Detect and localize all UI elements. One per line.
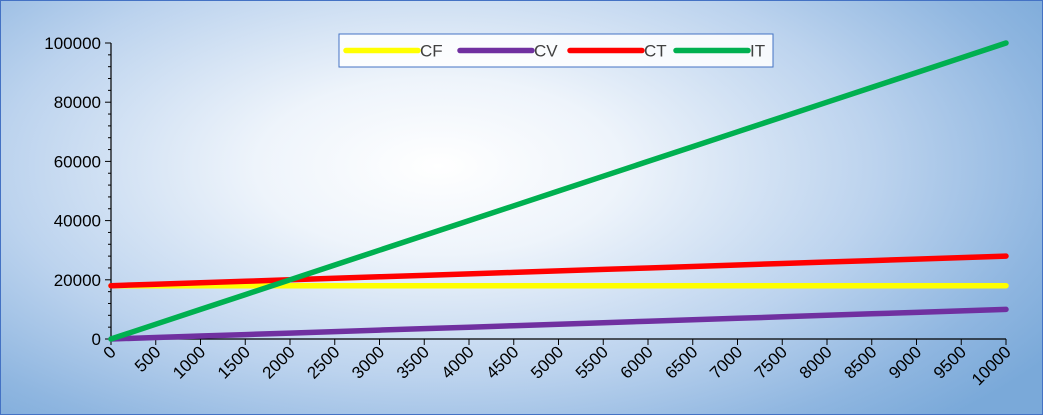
x-tick-label: 5500 [572, 342, 612, 382]
x-tick-label: 9000 [885, 342, 925, 382]
legend-label-cf: CF [420, 42, 443, 61]
legend: CF CV CT IT [338, 33, 774, 68]
x-tick-label: 1500 [214, 342, 254, 382]
x-tick-label: 5000 [527, 342, 567, 382]
x-tick-label: 7000 [706, 342, 746, 382]
y-tick-label: 40000 [54, 212, 101, 231]
legend-label-ct: CT [644, 42, 667, 61]
x-tick-label: 8500 [840, 342, 880, 382]
x-tick-label: 6500 [661, 342, 701, 382]
x-tick-label: 6000 [617, 342, 657, 382]
x-tick-label: 2000 [259, 342, 299, 382]
y-axis: 0 20000 40000 60000 80000 100000 [44, 34, 112, 349]
series-lines [108, 40, 1009, 342]
legend-label-it: IT [750, 42, 765, 61]
x-tick-label: 3000 [348, 342, 388, 382]
legend-label-cv: CV [534, 42, 558, 61]
y-tick-label: 100000 [44, 34, 101, 53]
y-tick-label: 20000 [54, 271, 101, 290]
x-tick-label: 7500 [751, 342, 791, 382]
series-line-cv [108, 306, 1009, 342]
x-tick-label: 2500 [303, 342, 343, 382]
y-tick-label: 80000 [54, 93, 101, 112]
x-tick-label: 10000 [968, 342, 1015, 389]
series-line-it [108, 40, 1009, 342]
x-tick-label: 8000 [796, 342, 836, 382]
y-tick-label: 60000 [54, 152, 101, 171]
y-tick-label: 0 [92, 330, 101, 349]
x-tick-label: 0 [100, 342, 120, 362]
x-tick-label: 3500 [393, 342, 433, 382]
x-tick-label: 1000 [169, 342, 209, 382]
series-line-ct [108, 253, 1009, 289]
x-tick-label: 4500 [482, 342, 522, 382]
x-tick-label: 9500 [930, 342, 970, 382]
x-tick-label: 500 [131, 342, 164, 375]
x-axis: 0 500 1000 1500 2000 2500 3000 3500 4000 4500 5000… [100, 338, 1015, 389]
x-tick-label: 4000 [438, 342, 478, 382]
